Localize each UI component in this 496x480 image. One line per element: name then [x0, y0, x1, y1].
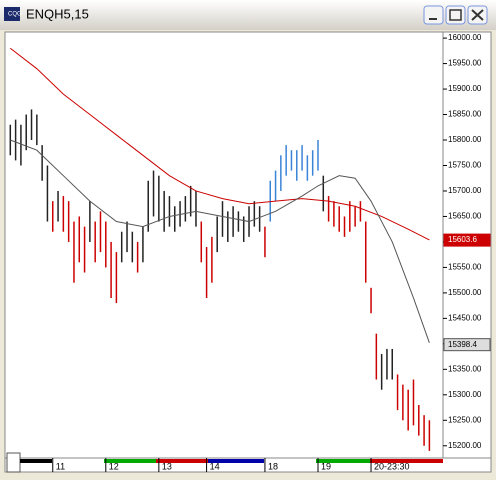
chart-frame: [4, 31, 492, 473]
maximize-button[interactable]: [445, 5, 466, 25]
window-title: ENQH5,15: [26, 6, 89, 21]
y-tick-label: 15200.00: [448, 441, 482, 450]
y-tick-label: 15700.00: [448, 186, 482, 195]
y-tick-label: 15650.00: [448, 212, 482, 221]
x-tick-label: 11: [56, 461, 65, 471]
y-tick-label: 15450.00: [448, 313, 482, 322]
y-tick-label: 15250.00: [448, 415, 482, 424]
moving-average: [10, 47, 430, 241]
x-tick-label: 13: [162, 461, 172, 471]
last-value-box: [443, 338, 491, 352]
y-tick-label: 15800.00: [448, 135, 482, 144]
last-value-label: 15603.6: [448, 235, 477, 244]
x-tick-label: 14: [210, 461, 220, 471]
y-tick-label: 15350.00: [448, 364, 482, 373]
window-buttons: [423, 5, 488, 25]
y-tick-label: 15950.00: [448, 59, 482, 68]
last-value-label: 15398.4: [448, 340, 477, 349]
corner-box[interactable]: [6, 452, 21, 473]
y-tick-label: 15500.00: [448, 288, 482, 297]
y-tick-label: 15750.00: [448, 161, 482, 170]
moving-average: [10, 139, 430, 343]
session-strip: [20, 459, 443, 463]
title-bar: [0, 0, 496, 30]
y-tick-label: 16000.00: [448, 33, 482, 42]
y-tick-label: 15550.00: [448, 263, 482, 272]
minimize-button[interactable]: [423, 5, 444, 25]
x-tick-label: 20-23:30: [374, 461, 410, 471]
app-icon: [4, 7, 20, 21]
last-value-box: [443, 233, 491, 247]
app-icon-mark: CQG: [8, 12, 22, 18]
y-tick-label: 15850.00: [448, 110, 482, 119]
y-tick-label: 15900.00: [448, 84, 482, 93]
x-tick-label: 12: [109, 461, 119, 471]
y-tick-label: 15300.00: [448, 390, 482, 399]
x-tick-label: 19: [321, 461, 331, 471]
x-tick-label: 18: [268, 461, 278, 471]
